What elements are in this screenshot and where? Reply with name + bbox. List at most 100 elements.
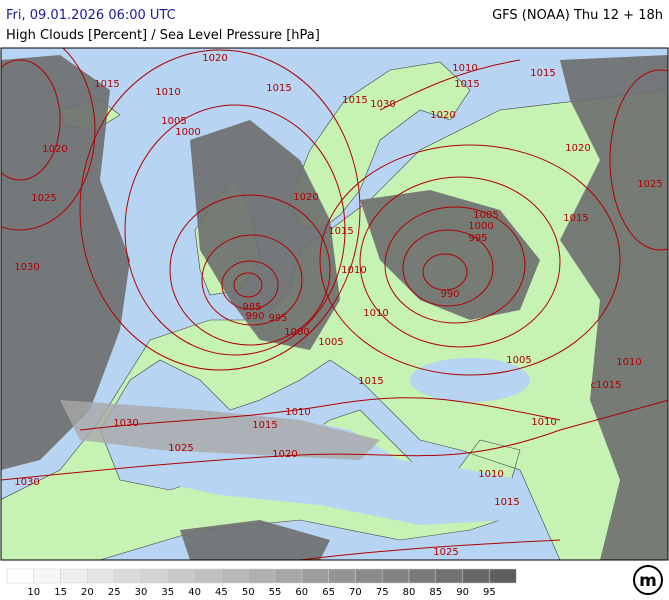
clouds-east [560, 55, 668, 560]
legend-swatch [60, 568, 88, 584]
isobar-label: 1015 [252, 420, 277, 431]
isobar-label: 1020 [42, 144, 67, 155]
isobar-label: 990 [440, 289, 459, 300]
legend-label: 80 [403, 587, 416, 598]
subtitle: High Clouds [Percent] / Sea Level Pressu… [6, 28, 320, 43]
isobar-label: 1010 [452, 63, 477, 74]
legend-swatch [87, 568, 115, 584]
isobar-label: c1015 [591, 380, 622, 391]
logo-text: m [639, 571, 657, 591]
isobars [1, 48, 668, 560]
legend-label: 25 [108, 587, 121, 598]
isobar-label: 1025 [168, 443, 193, 454]
clouds-centre [190, 120, 340, 350]
datetime: Fri, 09.01.2026 06:00 UTC [6, 8, 176, 23]
isobar-label: 995 [268, 313, 287, 324]
isobar-label: 1015 [530, 68, 555, 79]
isobar-label: 1025 [637, 179, 662, 190]
isobar-label: 1015 [358, 376, 383, 387]
model-info: GFS (NOAA) Thu 12 + 18h [492, 8, 663, 23]
isobar-label: 1010 [363, 308, 388, 319]
isobar-label: 1000 [175, 127, 200, 138]
legend-swatch [167, 568, 195, 584]
isobar-label: 1030 [113, 418, 138, 429]
legend-swatch [435, 568, 463, 584]
isobar-label: 1000 [468, 221, 493, 232]
legend-label: 20 [81, 587, 94, 598]
legend-label: 35 [161, 587, 174, 598]
legend-swatch [408, 568, 437, 584]
legend-label: 95 [483, 587, 496, 598]
clouds-bottom [180, 520, 330, 560]
legend-label: 75 [376, 587, 389, 598]
isobar-label: 1020 [565, 143, 590, 154]
isobar-label: 1000 [284, 327, 309, 338]
isobar-label: 1015 [342, 95, 367, 106]
color-legend: 10 15 20 25 30 35 40 45 50 55 60 65 70 75 80 85 90 95 [6, 568, 517, 598]
isobar-label: 1010 [341, 265, 366, 276]
isobar-label: 1020 [272, 449, 297, 460]
legend-swatch [462, 568, 490, 584]
isobar-label: 1020 [202, 53, 227, 64]
legend-swatch [113, 568, 142, 584]
legend-swatch [247, 568, 276, 584]
isobar-label: 1015 [328, 226, 353, 237]
isobar-label: 1015 [494, 497, 519, 508]
isobar-label: 1015 [94, 79, 119, 90]
logo-circle [633, 565, 663, 595]
isobar-label: 1015 [454, 79, 479, 90]
legend-label: 50 [242, 587, 255, 598]
legend-label: 30 [135, 587, 148, 598]
isobar-label: 995 [468, 233, 487, 244]
isobar-label: 1020 [430, 110, 455, 121]
isobar-label: 1030 [370, 99, 395, 110]
isobar-label: 1005 [318, 337, 343, 348]
legend-swatch [140, 568, 169, 584]
legend-label: 45 [215, 587, 228, 598]
legend-label: 55 [269, 587, 282, 598]
legend-label: 60 [295, 587, 308, 598]
isobar-label: 1015 [266, 83, 291, 94]
legend-swatch [301, 568, 329, 584]
isobar-label: 1025 [31, 193, 56, 204]
isobar-label: 1005 [161, 116, 186, 127]
isobar-label: 1005 [473, 210, 498, 221]
isobar-label: 1010 [478, 469, 503, 480]
legend-label: 10 [27, 587, 40, 598]
legend-label: 65 [322, 587, 335, 598]
legend-swatch [355, 568, 383, 584]
legend-label: 40 [188, 587, 201, 598]
isobar-label: 1010 [155, 87, 180, 98]
legend-swatch [328, 568, 356, 584]
isobar-label: 1030 [14, 477, 39, 488]
legend-swatch [33, 568, 61, 584]
isobar-label: 1020 [293, 192, 318, 203]
clouds-south [60, 400, 380, 460]
isobar-label: 990 [245, 311, 264, 322]
isobar-label: 1025 [433, 547, 458, 558]
legend-label: 15 [54, 587, 67, 598]
logo: m [633, 565, 663, 595]
map: 1020 1010 1015 1015 1015 1010 1015 1015 … [0, 47, 669, 561]
legend-swatch [194, 568, 222, 584]
isobar-label: 985 [242, 302, 261, 313]
isobar-label: 1030 [14, 262, 39, 273]
isobar-labels: 1020 1010 1015 1015 1015 1010 1015 1015 … [14, 53, 662, 558]
map-frame [0, 47, 669, 561]
legend-swatch [221, 568, 249, 584]
isobar-label: 1015 [563, 213, 588, 224]
isobar-label: 1010 [616, 357, 641, 368]
isobar-label: 1005 [506, 355, 531, 366]
legend-swatch [274, 568, 303, 584]
legend-swatch [381, 568, 410, 584]
clouds-west [1, 55, 130, 470]
legend-swatch [6, 568, 35, 584]
legend-swatch [489, 568, 517, 584]
black-sea [410, 358, 530, 402]
legend-label: 85 [429, 587, 442, 598]
isobar-label: 1010 [531, 417, 556, 428]
clouds-low [360, 190, 540, 320]
legend-label: 70 [349, 587, 362, 598]
legend-label: 90 [456, 587, 469, 598]
